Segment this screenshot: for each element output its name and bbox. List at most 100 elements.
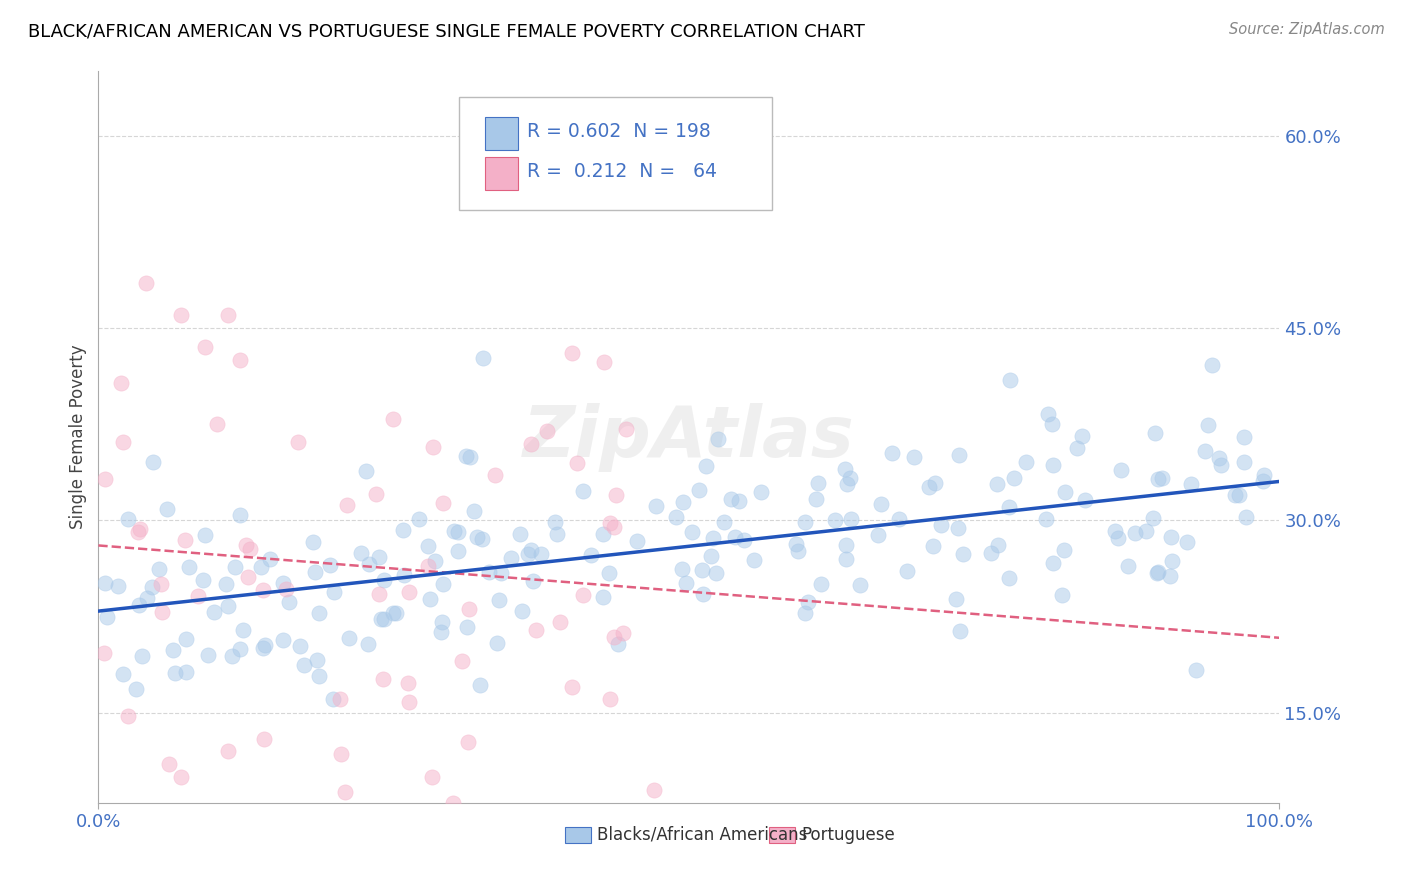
Point [422, 440, 444, 454]
Point [645, 499, 668, 513]
Bar [485, 157, 517, 190]
Point [1147, 471, 1170, 485]
Point [419, 592, 441, 607]
Text: R =  0.212  N =   64: R = 0.212 N = 64 [527, 162, 717, 181]
Point [1074, 493, 1097, 508]
Point [810, 576, 832, 591]
Point [520, 542, 543, 557]
Point [544, 515, 567, 529]
Point [516, 547, 538, 561]
Point [432, 496, 454, 510]
Point [456, 620, 478, 634]
Point [1042, 458, 1064, 472]
Point [441, 796, 464, 810]
Point [215, 576, 238, 591]
Point [626, 533, 648, 548]
Point [373, 612, 395, 626]
Y-axis label: Single Female Poverty: Single Female Poverty [69, 345, 87, 529]
Point [536, 424, 558, 438]
Point [1233, 430, 1256, 444]
Point [499, 551, 522, 566]
Point [896, 564, 918, 578]
Point [173, 533, 195, 548]
Point [420, 770, 443, 784]
Point [922, 540, 945, 554]
Point [148, 562, 170, 576]
Point [368, 549, 391, 564]
Point [887, 511, 910, 525]
Point [408, 512, 430, 526]
Point [432, 577, 454, 591]
Point [478, 565, 501, 579]
Point [277, 595, 299, 609]
Point [702, 531, 724, 545]
Point [1201, 359, 1223, 373]
Point [224, 560, 246, 574]
Point [700, 549, 723, 563]
Point [1053, 485, 1076, 500]
Point [384, 607, 406, 621]
Point [612, 626, 634, 640]
Point [398, 695, 420, 709]
Point [749, 485, 772, 500]
Point [322, 691, 344, 706]
Point [1175, 534, 1198, 549]
Point [592, 527, 614, 541]
Point [524, 623, 547, 637]
Point [292, 658, 315, 673]
Point [398, 675, 420, 690]
Point [690, 563, 713, 577]
Point [665, 509, 688, 524]
Point [381, 607, 404, 621]
Point [998, 500, 1021, 514]
Point [605, 488, 627, 502]
Text: BLACK/AFRICAN AMERICAN VS PORTUGUESE SINGLE FEMALE POVERTY CORRELATION CHART: BLACK/AFRICAN AMERICAN VS PORTUGUESE SIN… [28, 22, 865, 40]
Point [548, 615, 571, 629]
Point [217, 599, 239, 613]
Point [156, 501, 179, 516]
Point [839, 471, 862, 485]
Point [724, 530, 747, 544]
Point [194, 528, 217, 542]
Point [794, 516, 817, 530]
Point [179, 560, 201, 574]
Point [252, 640, 274, 655]
Point [176, 632, 198, 646]
Point [471, 533, 494, 547]
Point [903, 450, 925, 464]
Point [598, 566, 620, 581]
Point [643, 783, 665, 797]
Point [484, 468, 506, 483]
Point [987, 538, 1010, 552]
Point [1052, 543, 1074, 558]
Point [1253, 467, 1275, 482]
Point [416, 539, 439, 553]
Point [447, 544, 470, 558]
Point [350, 546, 373, 560]
Point [252, 582, 274, 597]
Point [692, 587, 714, 601]
Point [489, 566, 512, 581]
Point [581, 549, 603, 563]
Point [1036, 407, 1059, 421]
Point [373, 574, 395, 588]
Point [357, 557, 380, 571]
Point [488, 592, 510, 607]
Point [952, 548, 974, 562]
Point [174, 665, 197, 680]
Point [704, 566, 727, 581]
Point [276, 582, 298, 597]
Point [111, 435, 134, 450]
Point [1070, 429, 1092, 443]
Point [1208, 450, 1230, 465]
Bar [565, 827, 591, 843]
Point [572, 484, 595, 499]
Point [599, 516, 621, 530]
Point [308, 606, 330, 620]
Point [333, 785, 356, 799]
Point [835, 538, 858, 552]
Point [599, 691, 621, 706]
Point [509, 526, 531, 541]
Point [1161, 554, 1184, 568]
Point [305, 653, 328, 667]
